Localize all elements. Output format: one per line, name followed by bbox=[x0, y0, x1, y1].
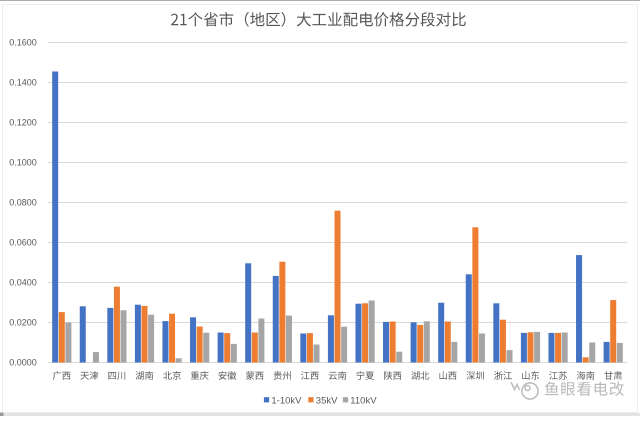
svg-text:0.0000: 0.0000 bbox=[9, 358, 37, 368]
svg-text:0.0600: 0.0600 bbox=[9, 238, 37, 248]
svg-text:0.0800: 0.0800 bbox=[9, 198, 37, 208]
svg-text:0.1600: 0.1600 bbox=[9, 38, 37, 48]
svg-text:0.1000: 0.1000 bbox=[9, 158, 37, 168]
svg-text:1-10kV: 1-10kV bbox=[271, 396, 302, 407]
svg-text:35kV: 35kV bbox=[316, 396, 338, 407]
svg-text:0.1400: 0.1400 bbox=[9, 78, 37, 88]
svg-text:0.0200: 0.0200 bbox=[9, 318, 37, 328]
svg-text:110kV: 110kV bbox=[350, 396, 377, 407]
svg-text:0.0400: 0.0400 bbox=[9, 278, 37, 288]
svg-text:0.1200: 0.1200 bbox=[9, 118, 37, 128]
